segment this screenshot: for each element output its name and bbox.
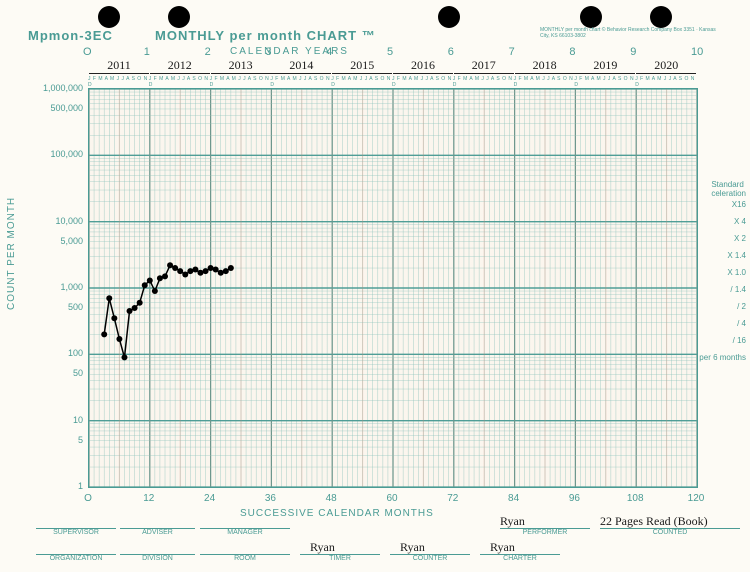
top-year-number: 6	[448, 46, 454, 58]
year-handwritten: 2019	[575, 58, 635, 74]
punch-hole	[168, 6, 190, 28]
field-label: CHARTER	[480, 554, 560, 562]
y-tick-label: 10,000	[23, 216, 83, 226]
y-tick-label: 100,000	[23, 149, 83, 159]
punch-hole	[580, 6, 602, 28]
celeration-label: X16	[732, 200, 746, 209]
y-tick-label: 1	[23, 481, 83, 491]
plot-area	[88, 88, 698, 488]
celeration-label: / 2	[737, 302, 746, 311]
year-handwritten: 2020	[636, 58, 696, 74]
product-code: Mpmon-3EC	[28, 28, 113, 43]
x-tick-label: O	[73, 493, 103, 504]
x-axis-label: SUCCESSIVE CALENDAR MONTHS	[240, 508, 434, 519]
celeration-label: X 2	[734, 234, 746, 243]
month-letters: J F M A M J J A S O N D	[514, 76, 576, 88]
top-year-number: 10	[691, 46, 703, 58]
field-label: ROOM	[200, 554, 290, 562]
x-tick-label: 36	[255, 493, 285, 504]
celeration-footer: per 6 months	[699, 353, 746, 362]
celeration-label: X 1.0	[727, 268, 746, 277]
year-handwritten: 2018	[515, 58, 575, 74]
y-tick-label: 50	[23, 368, 83, 378]
month-letters: J F M A M J J A S O N D	[574, 76, 636, 88]
field-label: TIMER	[300, 554, 380, 562]
y-tick-label: 1,000,000	[23, 83, 83, 93]
celeration-label: X 1.4	[727, 251, 746, 260]
field-label: SUPERVISOR	[36, 528, 116, 536]
top-year-number: O	[83, 46, 92, 58]
field-label: ADVISER	[120, 528, 195, 536]
punch-hole	[438, 6, 460, 28]
x-tick-label: 48	[316, 493, 346, 504]
y-tick-label: 500,000	[23, 103, 83, 113]
y-tick-label: 10	[23, 415, 83, 425]
x-tick-label: 84	[499, 493, 529, 504]
x-tick-label: 120	[681, 493, 711, 504]
celeration-label: / 16	[733, 336, 746, 345]
celeration-label: / 4	[737, 319, 746, 328]
y-tick-label: 500	[23, 302, 83, 312]
chart-title: MONTHLY per month CHART ™	[155, 28, 376, 43]
field-value: Ryan	[310, 540, 335, 555]
year-handwritten: 2016	[393, 58, 453, 74]
field-label: COUNTED	[600, 528, 740, 536]
y-tick-label: 100	[23, 348, 83, 358]
top-year-number: 2	[205, 46, 211, 58]
month-letters: J F M A M J J A S O N D	[331, 76, 393, 88]
month-letters: J F M A M J J A S O N D	[453, 76, 515, 88]
month-letters: J F M A M J J A S O N D	[270, 76, 332, 88]
year-handwritten: 2017	[454, 58, 514, 74]
x-tick-label: 60	[377, 493, 407, 504]
y-tick-label: 5,000	[23, 236, 83, 246]
field-label: ORGANIZATION	[36, 554, 116, 562]
data-series-svg	[89, 89, 697, 487]
month-letters: J F M A M J J A S O N D	[88, 76, 150, 88]
field-value: Ryan	[490, 540, 515, 555]
x-tick-label: 96	[559, 493, 589, 504]
field-value: Ryan	[400, 540, 425, 555]
year-handwritten: 2012	[150, 58, 210, 74]
celeration-header: Standard celeration	[711, 180, 746, 198]
field-label: DIVISION	[120, 554, 195, 562]
punch-hole	[98, 6, 120, 28]
top-year-number: 3	[265, 46, 271, 58]
top-year-number: 5	[387, 46, 393, 58]
y-tick-label: 1,000	[23, 282, 83, 292]
punch-hole	[650, 6, 672, 28]
field-label: MANAGER	[200, 528, 290, 536]
field-value: 22 Pages Read (Book)	[600, 514, 708, 529]
y-axis-label: COUNT PER MONTH	[6, 197, 17, 310]
celeration-label: X 4	[734, 217, 746, 226]
top-year-number: 1	[144, 46, 150, 58]
month-letters: J F M A M J J A S O N D	[392, 76, 454, 88]
field-label: PERFORMER	[500, 528, 590, 536]
x-tick-label: 108	[620, 493, 650, 504]
year-handwritten: 2015	[332, 58, 392, 74]
year-handwritten: 2014	[271, 58, 331, 74]
year-handwritten: 2013	[211, 58, 271, 74]
x-tick-label: 24	[195, 493, 225, 504]
year-handwritten: 2011	[89, 58, 149, 74]
fineprint: MONTHLY per month chart © Behavior Resea…	[540, 28, 720, 39]
x-tick-label: 72	[438, 493, 468, 504]
month-letters: J F M A M J J A S O N D	[635, 76, 697, 88]
top-year-number: 4	[326, 46, 332, 58]
top-year-number: 8	[569, 46, 575, 58]
x-tick-label: 12	[134, 493, 164, 504]
celeration-label: / 1.4	[730, 285, 746, 294]
month-letters: J F M A M J J A S O N D	[210, 76, 272, 88]
y-tick-label: 5	[23, 435, 83, 445]
month-letters: J F M A M J J A S O N D	[149, 76, 211, 88]
field-value: Ryan	[500, 514, 525, 529]
top-year-number: 7	[509, 46, 515, 58]
field-label: COUNTER	[390, 554, 470, 562]
top-year-number: 9	[630, 46, 636, 58]
celeration-chart-page: { "holes_x":[98,168,438,580,650], "heade…	[0, 0, 750, 572]
